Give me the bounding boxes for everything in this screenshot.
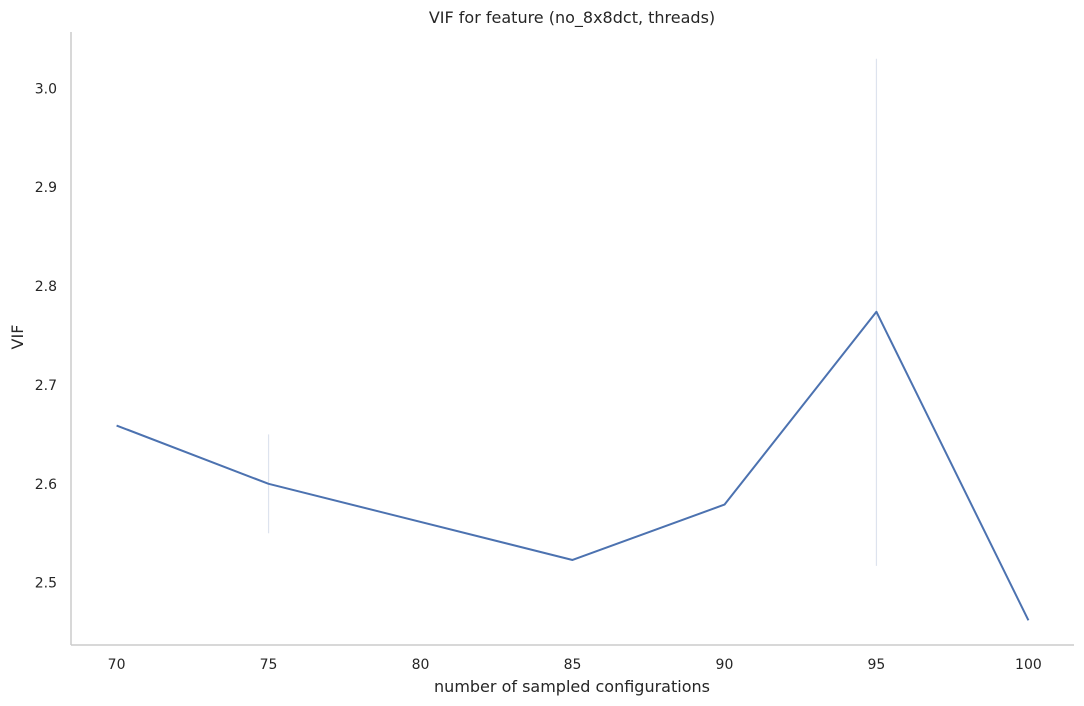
x-tick-label: 95 (868, 657, 886, 673)
y-tick-label: 2.9 (35, 180, 57, 196)
y-tick-labels: 2.5 2.6 2.7 2.8 2.9 3.0 (35, 81, 57, 591)
x-tick-label: 80 (412, 657, 430, 673)
y-axis-label: VIF (8, 325, 27, 350)
x-tick-label: 75 (260, 657, 278, 673)
x-tick-label: 85 (564, 657, 582, 673)
y-tick-label: 2.7 (35, 378, 57, 394)
x-axis-label: number of sampled configurations (434, 677, 710, 696)
error-bars (267, 58, 878, 566)
x-tick-label: 100 (1015, 657, 1042, 673)
chart-title: VIF for feature (no_8x8dct, threads) (429, 8, 715, 28)
y-tick-label: 2.8 (35, 279, 57, 295)
x-tick-label: 70 (108, 657, 126, 673)
x-tick-labels: 70 75 80 85 90 95 100 (108, 657, 1042, 673)
y-tick-label: 2.5 (35, 576, 57, 592)
series-line (116, 310, 1030, 621)
y-tick-label: 2.6 (35, 477, 57, 493)
x-tick-label: 90 (716, 657, 734, 673)
series-group (116, 310, 1030, 621)
y-tick-label: 3.0 (35, 81, 57, 97)
